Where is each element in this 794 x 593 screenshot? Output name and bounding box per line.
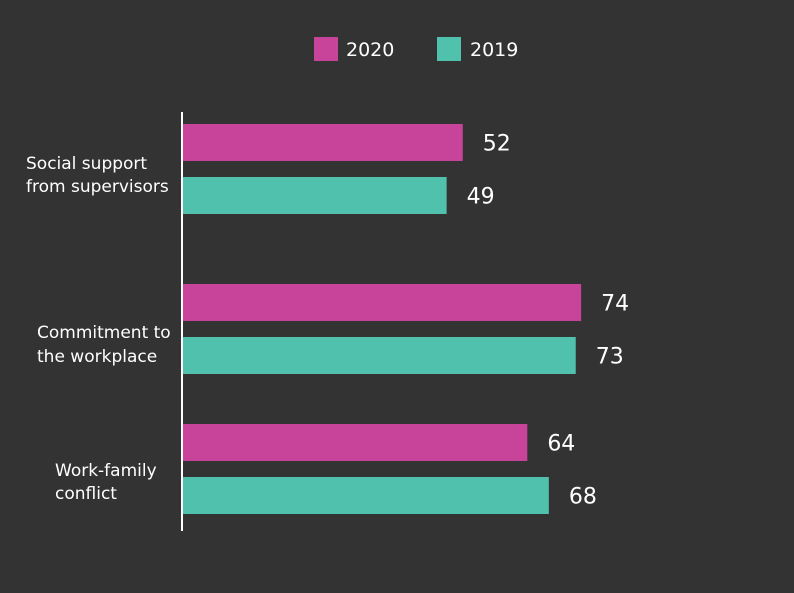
- category-label-0-line-1: from supervisors: [26, 177, 169, 197]
- category-label-2-line-1: conflict: [55, 484, 117, 504]
- category-label-2-line-0: Work-family: [55, 461, 157, 481]
- value-label-2020-1: 74: [601, 292, 629, 317]
- value-label-2020-2: 64: [547, 432, 575, 457]
- bar-2020-0: [183, 124, 463, 161]
- bar-2019-2: [183, 477, 549, 514]
- bar-2020-1: [183, 284, 582, 321]
- legend: 2020 2019: [314, 37, 518, 61]
- value-label-2019-0: 49: [467, 185, 495, 210]
- legend-label-2019: 2019: [470, 39, 518, 61]
- legend-swatch-2020: [314, 37, 338, 61]
- category-label-0-line-0: Social support: [26, 154, 147, 174]
- value-label-2020-0: 52: [483, 132, 511, 157]
- category-label-1-line-0: Commitment to: [37, 323, 171, 343]
- bar-2019-0: [183, 177, 447, 214]
- bar-2020-2: [183, 424, 528, 461]
- bars-group: 52 74 64 49 73 68: [183, 124, 629, 514]
- legend-swatch-2019: [437, 37, 461, 61]
- legend-label-2020: 2020: [346, 39, 394, 61]
- value-label-2019-2: 68: [569, 485, 597, 510]
- category-label-1-line-1: the workplace: [37, 347, 157, 367]
- bar-2019-1: [183, 337, 576, 374]
- category-labels: Social support from supervisors Commitment…: [26, 154, 171, 504]
- value-label-2019-1: 73: [596, 345, 624, 370]
